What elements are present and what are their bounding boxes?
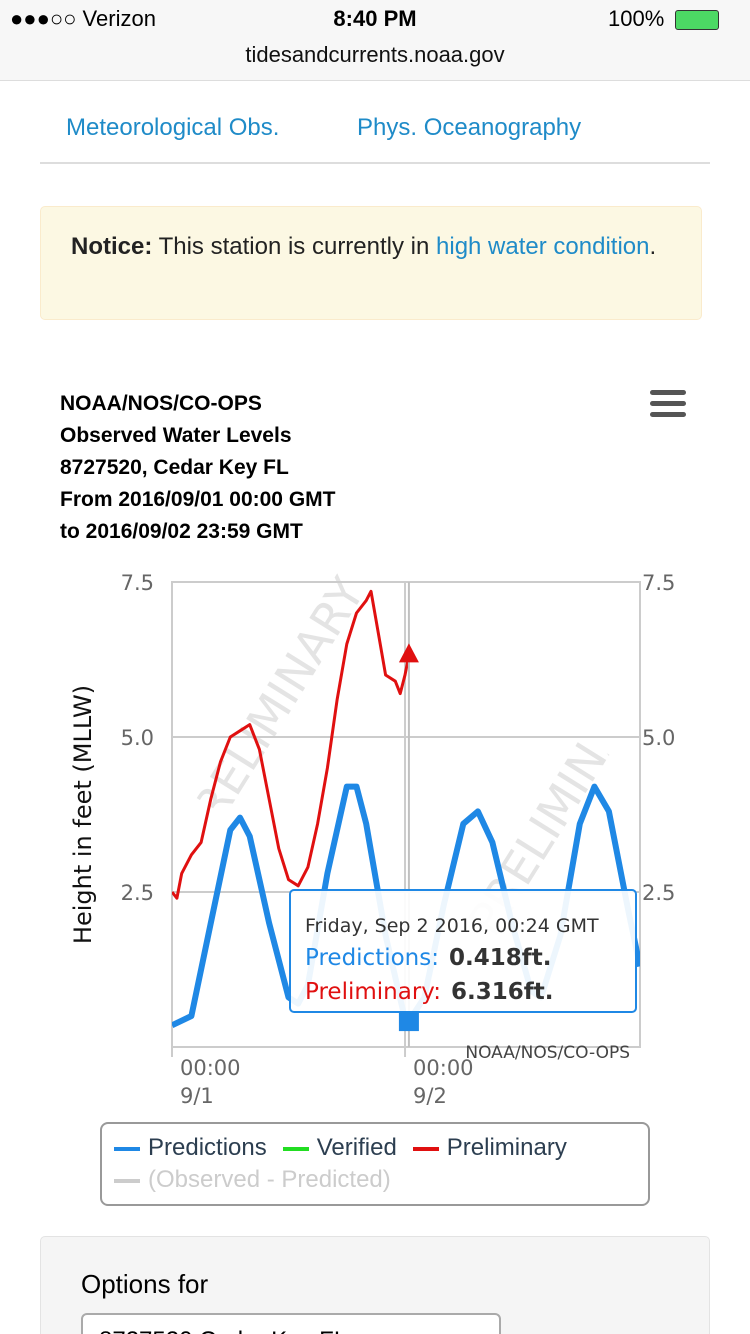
legend-swatch (412, 1146, 439, 1151)
notice-end: . (649, 233, 657, 260)
y2-tick-label: 7.5 (642, 571, 675, 595)
battery: 100% (608, 6, 665, 31)
legend-item[interactable]: Predictions (114, 1132, 267, 1164)
x-tick-date: 9/2 (413, 1084, 447, 1108)
legend-swatch (114, 1178, 140, 1183)
battery-icon (675, 10, 719, 30)
carrier: ●●●○○ Verizon (10, 6, 156, 31)
station-select[interactable]: 8727520 Cedar Key FL (81, 1313, 501, 1334)
x-tick-label: 00:00 (413, 1056, 474, 1080)
legend-item[interactable]: Preliminary (412, 1132, 567, 1164)
browser-bar: ●●●○○ Verizon 8:40 PM 100% tidesandcurre… (0, 0, 750, 81)
tooltip-box (289, 889, 637, 1013)
tooltip-item: Preliminary: 6.316ft. (305, 979, 553, 1005)
hover-marker (398, 1011, 419, 1032)
legend-item[interactable]: (Observed - Predicted) (114, 1164, 391, 1196)
tooltip-value: 6.316ft. (451, 979, 554, 1005)
title-line: From 2016/09/01 00:00 GMT (60, 488, 336, 511)
legend-label: Predictions (148, 1134, 267, 1161)
tooltip-item: Predictions: 0.418ft. (305, 945, 552, 971)
y-tick-label: 2.5 (121, 881, 154, 905)
tab[interactable]: Phys. Oceanography (357, 114, 582, 141)
tooltip-title: Friday, Sep 2 2016, 00:24 GMT (305, 915, 599, 937)
chart-title: NOAA/NOS/CO-OPS Observed Water Levels 8727… (60, 388, 335, 548)
title-line: Observed Water Levels (60, 424, 292, 447)
title-line: 8727520, Cedar Key FL (60, 456, 289, 479)
menu-button[interactable] (650, 390, 686, 417)
legend-swatch (282, 1146, 309, 1151)
notice-label: Notice: (71, 233, 153, 260)
legend-label: (Observed - Predicted) (148, 1166, 391, 1193)
x-tick-date: 9/1 (180, 1084, 214, 1108)
y-axis-label: Height in feet (MLLW) (69, 685, 97, 944)
chart: PRELIMINARY PRELIMINARY2.55.07.52.55.07.5… (69, 567, 675, 1108)
divider (40, 162, 710, 164)
legend: Predictions Verified Preliminary (Observed … (100, 1122, 650, 1206)
legend-label: Verified (316, 1134, 397, 1161)
y-tick-label: 5.0 (121, 726, 154, 750)
tooltip: Friday, Sep 2 2016, 00:24 GMT Predictions… (289, 889, 637, 1013)
notice: Notice: This station is currently in hig… (40, 206, 702, 320)
y-tick-label: 7.5 (121, 571, 154, 595)
tooltip-label: Predictions: (305, 945, 439, 971)
notice-link[interactable]: high water condition (436, 233, 650, 260)
credits: NOAA/NOS/CO-OPS (465, 1043, 630, 1063)
tab[interactable]: Meteorological Obs. (66, 114, 280, 141)
legend-swatch (114, 1146, 140, 1151)
legend-label: Preliminary (446, 1134, 567, 1161)
notice-text: This station is currently in (152, 233, 437, 260)
url[interactable]: tidesandcurrents.noaa.gov (245, 42, 505, 67)
title-line: NOAA/NOS/CO-OPS (60, 392, 262, 415)
title-line: to 2016/09/02 23:59 GMT (60, 520, 303, 543)
y2-tick-label: 2.5 (642, 881, 675, 905)
options-panel: Options for 8727520 Cedar Key FL (40, 1236, 710, 1334)
series-line (172, 589, 411, 900)
hover-marker (398, 643, 419, 663)
legend-item[interactable]: Verified (282, 1132, 397, 1164)
tooltip-label: Preliminary: (305, 979, 441, 1005)
tooltip-value: 0.418ft. (449, 945, 552, 971)
x-tick-label: 00:00 (180, 1056, 241, 1080)
time: 8:40 PM (333, 6, 417, 31)
options-title: Options for (81, 1269, 209, 1299)
y2-tick-label: 5.0 (642, 726, 675, 750)
